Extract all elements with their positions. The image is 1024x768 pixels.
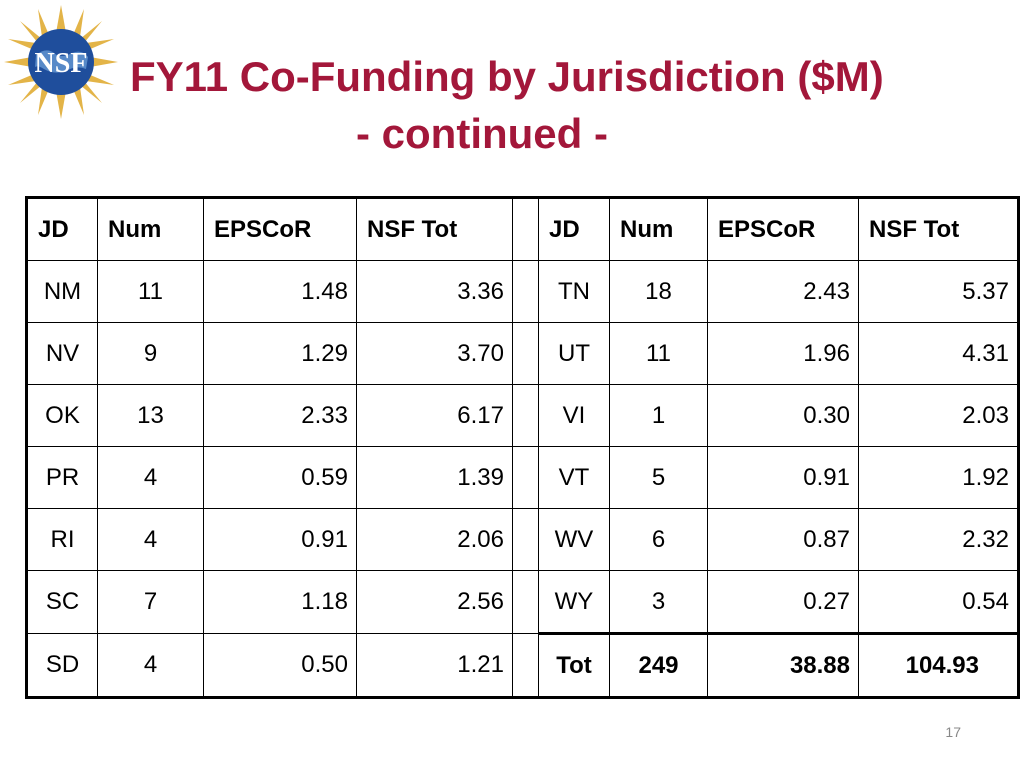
nsf-tot-cell: 2.03	[858, 384, 1019, 447]
jurisdiction-cell: WV	[538, 508, 610, 571]
header-epscor: EPSCoR	[707, 197, 859, 261]
column-gap	[512, 322, 539, 385]
epscor-cell: 0.91	[203, 508, 357, 571]
num-cell: 11	[609, 322, 708, 385]
table-row: NM 11 1.48 3.36 TN 18 2.43 5.37	[26, 260, 1019, 323]
epscor-cell: 0.27	[707, 570, 859, 634]
table-row: RI 4 0.91 2.06 WV 6 0.87 2.32	[26, 508, 1019, 571]
jurisdiction-cell: OK	[26, 384, 98, 447]
num-cell: 4	[97, 446, 204, 509]
column-gap	[512, 384, 539, 447]
table-row: NV 9 1.29 3.70 UT 11 1.96 4.31	[26, 322, 1019, 385]
jurisdiction-cell: SC	[26, 570, 98, 634]
epscor-cell: 2.43	[707, 260, 859, 323]
jurisdiction-cell: RI	[26, 508, 98, 571]
nsf-tot-cell: 1.92	[858, 446, 1019, 509]
epscor-cell: 1.18	[203, 570, 357, 634]
epscor-cell: 0.87	[707, 508, 859, 571]
jurisdiction-cell: TN	[538, 260, 610, 323]
num-cell: 18	[609, 260, 708, 323]
epscor-cell: 0.91	[707, 446, 859, 509]
logo-sunburst	[4, 5, 118, 119]
table-header-row: JD Num EPSCoR NSF Tot JD Num EPSCoR NSF …	[26, 197, 1019, 261]
jurisdiction-cell: UT	[538, 322, 610, 385]
logo-text: NSF	[35, 48, 88, 79]
epscor-cell: 1.48	[203, 260, 357, 323]
column-gap	[512, 633, 539, 698]
table-row: SD 4 0.50 1.21 Tot 249 38.88 104.93	[26, 632, 1019, 698]
jurisdiction-cell: WY	[538, 570, 610, 634]
header-epscor: EPSCoR	[203, 197, 357, 261]
num-cell: 3	[609, 570, 708, 634]
nsf-tot-cell: 2.32	[858, 508, 1019, 571]
nsf-tot-cell: 3.36	[356, 260, 513, 323]
nsf-tot-cell: 2.06	[356, 508, 513, 571]
nsf-logo-graphic: NSF	[4, 5, 118, 119]
epscor-cell: 1.29	[203, 322, 357, 385]
num-cell: 4	[97, 633, 204, 698]
slide-title-line2: - continued -	[356, 110, 608, 157]
column-gap	[512, 446, 539, 509]
nsf-tot-cell: 1.39	[356, 446, 513, 509]
epscor-cell: 0.50	[203, 633, 357, 698]
total-epscor-cell: 38.88	[707, 632, 859, 698]
nsf-tot-cell: 2.56	[356, 570, 513, 634]
total-num-cell: 249	[609, 632, 708, 698]
nsf-tot-cell: 4.31	[858, 322, 1019, 385]
jurisdiction-cell: NV	[26, 322, 98, 385]
num-cell: 4	[97, 508, 204, 571]
jurisdiction-cell: SD	[26, 633, 98, 698]
column-gap	[512, 508, 539, 571]
header-jd: JD	[538, 197, 610, 261]
num-cell: 5	[609, 446, 708, 509]
slide-title: FY11 Co-Funding by Jurisdiction ($M) - c…	[120, 48, 1024, 162]
epscor-cell: 1.96	[707, 322, 859, 385]
total-label-cell: Tot	[538, 632, 610, 698]
jurisdiction-cell: VI	[538, 384, 610, 447]
header-num: Num	[97, 197, 204, 261]
table-row: OK 13 2.33 6.17 VI 1 0.30 2.03	[26, 384, 1019, 447]
header-nsf-tot: NSF Tot	[858, 197, 1019, 261]
epscor-cell: 0.59	[203, 446, 357, 509]
num-cell: 1	[609, 384, 708, 447]
num-cell: 6	[609, 508, 708, 571]
nsf-tot-cell: 3.70	[356, 322, 513, 385]
nsf-tot-cell: 5.37	[858, 260, 1019, 323]
jurisdiction-cell: NM	[26, 260, 98, 323]
column-gap	[512, 570, 539, 634]
num-cell: 11	[97, 260, 204, 323]
nsf-tot-cell: 6.17	[356, 384, 513, 447]
table-row: SC 7 1.18 2.56 WY 3 0.27 0.54	[26, 570, 1019, 634]
nsf-tot-cell: 1.21	[356, 633, 513, 698]
nsf-logo: NSF	[2, 3, 120, 121]
num-cell: 13	[97, 384, 204, 447]
header-nsf-tot: NSF Tot	[356, 197, 513, 261]
total-nsf-tot-cell: 104.93	[858, 632, 1019, 698]
page-number: 17	[945, 724, 961, 740]
num-cell: 9	[97, 322, 204, 385]
jurisdiction-cell: PR	[26, 446, 98, 509]
header-num: Num	[609, 197, 708, 261]
co-funding-table: JD Num EPSCoR NSF Tot JD Num EPSCoR NSF …	[25, 196, 1020, 699]
epscor-cell: 0.30	[707, 384, 859, 447]
table-row: PR 4 0.59 1.39 VT 5 0.91 1.92	[26, 446, 1019, 509]
column-gap	[512, 197, 539, 261]
column-gap	[512, 260, 539, 323]
header-jd: JD	[26, 197, 98, 261]
nsf-tot-cell: 0.54	[858, 570, 1019, 634]
num-cell: 7	[97, 570, 204, 634]
slide-title-line1: FY11 Co-Funding by Jurisdiction ($M)	[130, 53, 884, 100]
epscor-cell: 2.33	[203, 384, 357, 447]
jurisdiction-cell: VT	[538, 446, 610, 509]
